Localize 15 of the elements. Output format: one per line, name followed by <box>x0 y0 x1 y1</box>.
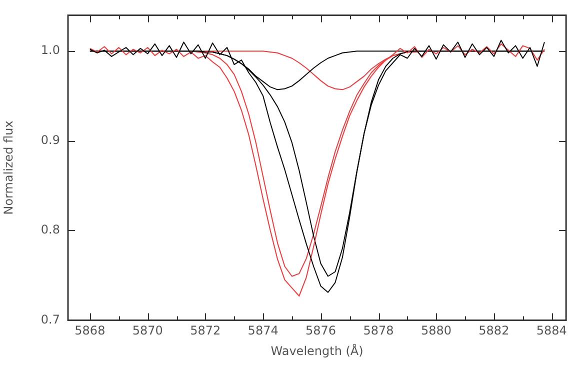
x-tick-label: 5880 <box>420 324 452 338</box>
x-axis-title: Wavelength (Å) <box>270 342 364 358</box>
x-tick-label: 5872 <box>190 324 221 338</box>
x-tick-label: 5874 <box>248 324 278 338</box>
y-tick-label: 0.7 <box>40 312 60 326</box>
x-tick-label: 5870 <box>132 324 163 338</box>
y-tick-label: 0.9 <box>40 132 60 147</box>
x-tick-label: 5878 <box>363 324 394 338</box>
y-tick-label: 1.0 <box>40 43 60 58</box>
x-tick-label: 5884 <box>536 324 567 338</box>
x-tick-label: 5868 <box>74 324 106 338</box>
y-axis-title: Normalized flux <box>1 120 16 215</box>
x-tick-label: 5882 <box>478 324 510 338</box>
x-tick-label: 5876 <box>306 324 336 338</box>
y-tick-label: 0.8 <box>40 222 60 237</box>
